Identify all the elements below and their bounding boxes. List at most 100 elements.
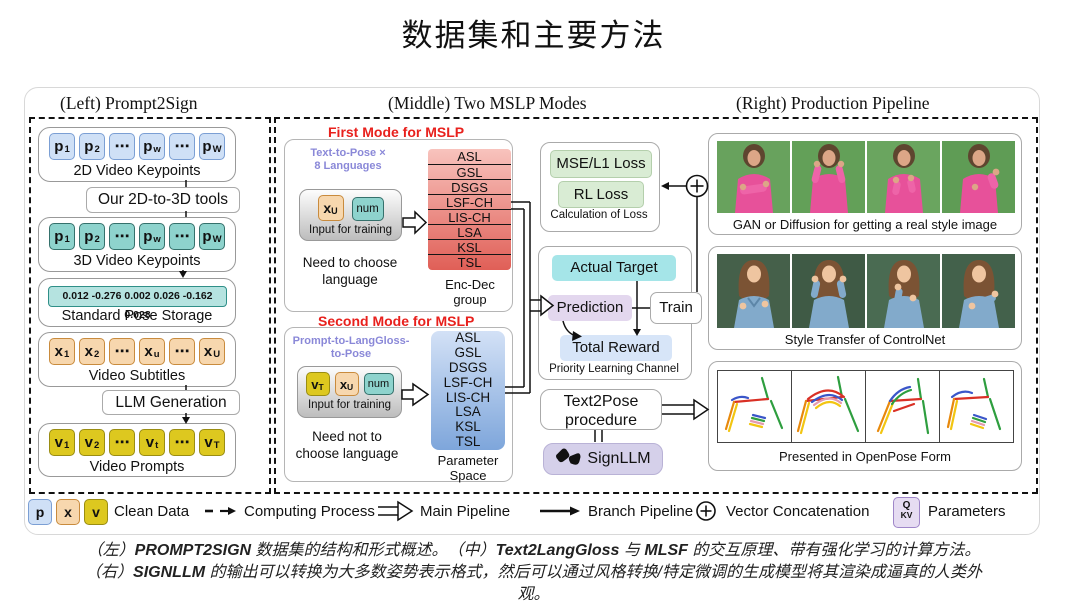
gan-card: GAN or Diffusion for getting a real styl… — [708, 133, 1022, 235]
mode2-title: Second Mode for MSLP — [318, 313, 475, 329]
middle-right-dashed-box — [274, 117, 1038, 494]
legend-main-pipeline: Main Pipeline — [420, 503, 511, 520]
rl-loss-chip: RL Loss — [558, 181, 644, 208]
signllm-box: SignLLM — [543, 443, 663, 475]
openpose-frame-3 — [865, 371, 939, 442]
ellipsis-chip: ⋯ — [169, 133, 195, 160]
text2pose-box: Text2Pose procedure — [540, 389, 662, 430]
ellipsis-chip: ⋯ — [169, 429, 195, 456]
section-header-middle: (Middle) Two MSLP Modes — [388, 93, 587, 113]
card-label: Video Prompts — [89, 459, 185, 475]
openpose-card: Presented in OpenPose Form — [708, 361, 1022, 471]
openpose-frame-1 — [718, 371, 791, 442]
controlnet-image-strip — [717, 254, 1015, 328]
legend-computing-process: Computing Process — [244, 503, 375, 520]
legend-branch-pipeline: Branch Pipeline — [588, 503, 694, 520]
gan-caption: GAN or Diffusion for getting a real styl… — [732, 217, 998, 232]
language-row: TSL — [455, 434, 481, 450]
openpose-image-strip — [717, 370, 1014, 443]
card-label: Video Subtitles — [88, 368, 186, 384]
language-row: LSA — [428, 224, 511, 240]
sign-language-hands-icon — [555, 448, 581, 470]
language-row: LSF-CH — [443, 374, 493, 390]
card-label: 2D Video Keypoints — [73, 163, 201, 179]
train-box: Train — [650, 292, 702, 324]
tools-box: Our 2D-to-3D tools — [86, 187, 240, 213]
total-reward-chip: Total Reward — [560, 335, 672, 361]
caption-line-2: （右）SIGNLLM 的输出可以转换为大多数姿势表示格式，然后可以通过风格转换/… — [85, 564, 982, 581]
language-row: KSL — [428, 239, 511, 255]
left-panel-dashed-box — [29, 117, 271, 494]
card-pose-storage: 0.012 -0.276 0.002 0.026 -0.162 0.028 St… — [38, 278, 236, 327]
card-label: Standard Pose Storage — [39, 308, 235, 324]
parameter-space-label: Parameter Space — [437, 453, 499, 483]
parameter-space-stack: ASL GSL DSGS LSF-CH LIS-CH LSA KSL TSL — [431, 330, 505, 450]
language-row: ASL — [457, 149, 482, 164]
controlnet-frame-4 — [942, 254, 1015, 328]
prediction-chip: Prediction — [548, 295, 632, 321]
signllm-label: SignLLM — [587, 450, 651, 467]
legend-parameters: Parameters — [928, 503, 1006, 520]
section-header-right: (Right) Production Pipeline — [736, 93, 930, 113]
openpose-frame-4 — [939, 371, 1013, 442]
controlnet-frame-3 — [867, 254, 940, 328]
enc-dec-stack: ASL GSL DSGS LSF-CH LIS-CH LSA KSL TSL — [428, 149, 511, 270]
legend-parameters-chip: Q KV — [893, 497, 920, 528]
legend-chip-x: x — [56, 499, 80, 525]
input-label: Input for training — [308, 224, 393, 236]
language-row: DSGS — [448, 359, 488, 375]
input-label: Input for training — [307, 399, 392, 411]
ellipsis-chip: ⋯ — [109, 429, 135, 456]
mode2-note: Need not to choose language — [295, 429, 399, 461]
gan-frame-4 — [942, 141, 1015, 213]
ellipsis-chip: ⋯ — [169, 223, 195, 250]
enc-dec-label: Enc-Dec group — [445, 277, 495, 307]
legend-chip-p: p — [28, 499, 52, 525]
controlnet-caption: Style Transfer of ControlNet — [784, 332, 946, 347]
legend-chip-v: v — [84, 499, 108, 525]
openpose-frame-2 — [791, 371, 865, 442]
language-row: ASL — [455, 330, 481, 345]
mode1-note: Need to choose language — [302, 255, 398, 287]
gan-frame-3 — [867, 141, 940, 213]
caption-line-3: 观。 — [517, 586, 550, 603]
language-row: LIS-CH — [428, 209, 511, 225]
controlnet-frame-1 — [717, 254, 790, 328]
section-header-left: (Left) Prompt2Sign — [60, 93, 198, 113]
card-label: 3D Video Keypoints — [73, 253, 201, 269]
language-row: LIS-CH — [445, 389, 491, 405]
legend-clean-data: Clean Data — [114, 503, 190, 520]
plc-label: Priority Learning Channel — [549, 363, 679, 375]
loss-box-label: Calculation of Loss — [550, 209, 648, 221]
controlnet-card: Style Transfer of ControlNet — [708, 246, 1022, 350]
actual-target-chip: Actual Target — [552, 255, 676, 281]
gan-frame-1 — [717, 141, 790, 213]
num-input-chip: num — [363, 373, 394, 395]
